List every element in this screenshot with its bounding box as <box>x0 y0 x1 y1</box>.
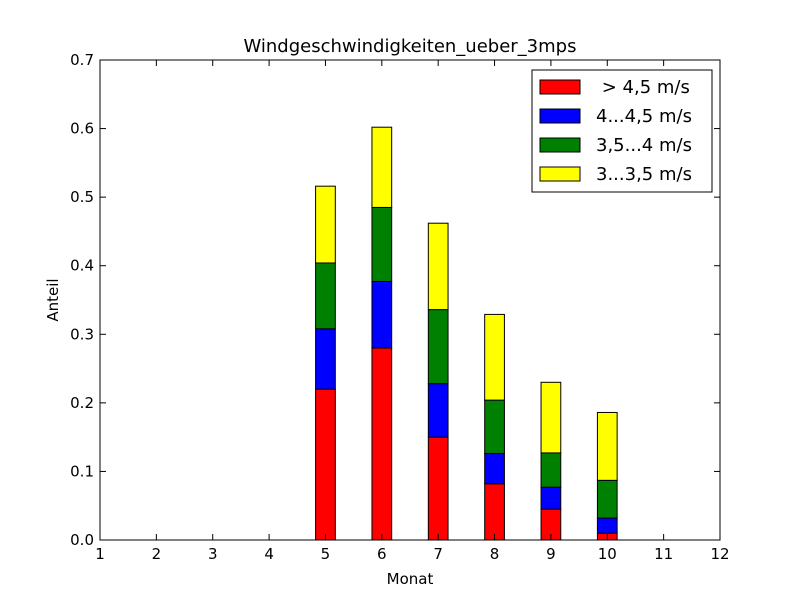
bar-segment-month-7-series-3 <box>427 222 449 311</box>
legend-label-2: 3,5...4 m/s <box>596 135 692 156</box>
legend-swatch-1 <box>539 108 581 124</box>
bar-segment-month-8-series-1 <box>484 453 505 485</box>
legend: > 4,5 m/s 4...4,5 m/s 3,5...4 m/s 3...3,5 m… <box>531 69 713 193</box>
x-tick-label: 9 <box>546 545 556 563</box>
x-tick-label: 7 <box>433 545 443 563</box>
y-tick-label: 0.6 <box>70 120 94 138</box>
bar-segment-month-10-series-2 <box>596 479 618 519</box>
axis-ticks-group <box>99 59 721 541</box>
x-tick-label: 2 <box>152 545 162 563</box>
x-tick-label: 6 <box>377 545 387 563</box>
y-tick-label: 0.3 <box>70 325 94 343</box>
tick-labels-group: 1 2 3 4 5 6 7 8 9 10 11 120.00.10.20.30.40.50.60.7 <box>70 51 729 563</box>
bar-segment-month-6-series-1 <box>371 280 393 349</box>
y-tick-label: 0.0 <box>70 531 94 549</box>
y-tick-label: 0.2 <box>70 394 94 412</box>
x-tick-label: 1 <box>95 545 105 563</box>
bar-segment-month-9-series-1 <box>540 486 562 510</box>
bar-segment-month-10-series-3 <box>596 411 618 481</box>
bar-segment-month-5-series-2 <box>315 262 336 330</box>
bar-segment-month-5-series-3 <box>315 185 336 264</box>
y-tick-label: 0.4 <box>70 257 94 275</box>
chart-title: Windgeschwindigkeiten_ueber_3mps <box>244 36 577 57</box>
legend-label-3: 3...3,5 m/s <box>596 164 692 185</box>
y-tick-label: 0.5 <box>70 188 94 206</box>
legend-swatch-2 <box>539 137 581 153</box>
legend-label-1: 4...4,5 m/s <box>596 106 692 127</box>
bar-segment-month-6-series-3 <box>371 126 393 208</box>
bar-segment-month-8-series-3 <box>484 313 505 401</box>
bar-segment-month-8-series-0 <box>484 483 505 541</box>
bar-segment-month-7-series-2 <box>427 309 449 385</box>
legend-swatch-3 <box>539 166 581 182</box>
legend-label-0: > 4,5 m/s <box>596 77 690 98</box>
plot-area-frame <box>99 59 721 541</box>
y-tick-label: 0.7 <box>70 51 94 69</box>
bar-segment-month-10-series-1 <box>596 517 618 534</box>
bar-segment-month-7-series-1 <box>427 383 449 438</box>
x-tick-label: 5 <box>321 545 331 563</box>
bar-segment-month-8-series-2 <box>484 399 505 455</box>
x-axis-label: Monat <box>387 570 434 588</box>
bar-segment-month-7-series-0 <box>427 436 449 541</box>
x-tick-label: 10 <box>598 545 617 563</box>
x-tick-label: 11 <box>654 545 673 563</box>
bar-segment-month-5-series-0 <box>315 388 336 541</box>
y-axis-label: Anteil <box>44 278 62 321</box>
legend-swatch-0 <box>539 79 581 95</box>
x-tick-label: 8 <box>490 545 500 563</box>
y-tick-label: 0.1 <box>70 462 94 480</box>
x-tick-label: 3 <box>208 545 218 563</box>
x-tick-label: 4 <box>264 545 274 563</box>
bar-segment-month-9-series-3 <box>540 381 562 454</box>
x-tick-label: 12 <box>710 545 729 563</box>
bar-segment-month-9-series-2 <box>540 452 562 488</box>
bar-segment-month-6-series-2 <box>371 206 393 282</box>
bar-segment-month-6-series-0 <box>371 347 393 541</box>
bar-segment-month-5-series-1 <box>315 328 336 390</box>
